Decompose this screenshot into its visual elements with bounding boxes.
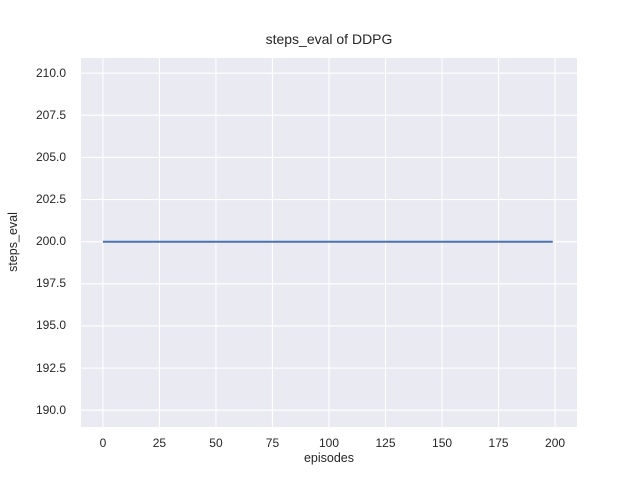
y-tick-label: 202.5 bbox=[35, 192, 66, 207]
x-tick-label: 25 bbox=[152, 436, 167, 450]
y-tick-label: 207.5 bbox=[35, 107, 66, 122]
y-tick-label: 190.0 bbox=[35, 402, 66, 417]
y-tick-label: 192.5 bbox=[35, 360, 66, 375]
x-tick-label: 175 bbox=[488, 436, 509, 450]
x-tick-label: 75 bbox=[265, 436, 280, 450]
y-tick-label: 195.0 bbox=[35, 318, 66, 333]
x-axis-label: episodes bbox=[303, 451, 355, 465]
x-tick-label: 0 bbox=[99, 436, 107, 450]
x-tick-label: 50 bbox=[209, 436, 223, 450]
plot-area bbox=[81, 58, 577, 427]
x-tick-label: 125 bbox=[375, 436, 396, 450]
y-tick-label: 210.0 bbox=[35, 65, 66, 80]
y-tick-label: 205.0 bbox=[35, 149, 66, 164]
x-tick-label: 100 bbox=[318, 436, 340, 450]
line-plot-svg bbox=[81, 58, 577, 427]
y-tick-label: 197.5 bbox=[35, 276, 66, 291]
chart-title: steps_eval of DDPG bbox=[265, 31, 393, 47]
x-tick-label: 200 bbox=[545, 436, 566, 450]
x-tick-label: 150 bbox=[432, 436, 453, 450]
y-tick-label: 200.0 bbox=[35, 234, 66, 249]
